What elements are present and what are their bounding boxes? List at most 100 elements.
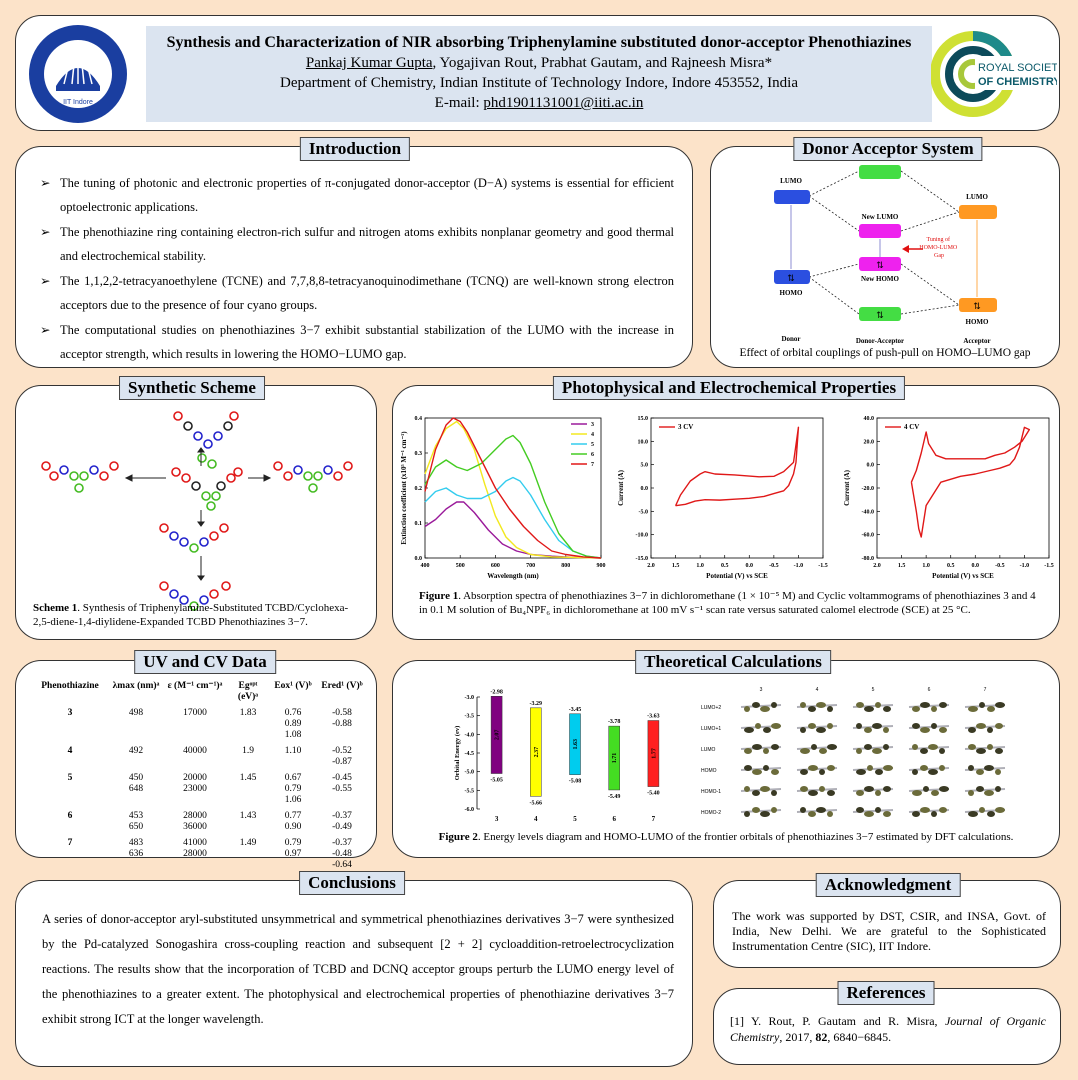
orbital-row-label: HOMO: [701, 768, 717, 774]
orbital-lobe: [771, 807, 777, 813]
x-tick-label: 2.0: [647, 563, 655, 569]
cv-chart-3: 2.0 1.5 1.0 0.5 0.0 -0.5 -1.0 -1.5 -15.0 -10.0 -5.…: [617, 416, 828, 580]
orbital-lobe: [752, 702, 760, 708]
orbital-lobe: [744, 706, 750, 712]
photophysical-caption: Figure 1. Absorption spectra of phenothi…: [419, 590, 1036, 616]
homo-label-6: -5.49: [608, 794, 621, 800]
col-ered: Ered¹ (V)ᵇ: [321, 681, 363, 691]
orbital-lobe: [800, 807, 806, 813]
lumo-label-4: -3.29: [530, 701, 543, 707]
legend-label-6: 6: [591, 452, 594, 458]
series-line-7: [424, 417, 602, 559]
category-label-3: 3: [495, 815, 499, 823]
gap-bar-6: [608, 725, 620, 791]
energy-level-chart: -3.0 -3.5 -4.0 -4.5 -5.0 -5.5 -6.0 Orbital Ener…: [454, 689, 660, 823]
references-title: References: [837, 981, 935, 1005]
orbital-lobe: [976, 786, 984, 792]
y-tick-label: 0.0: [867, 463, 875, 469]
orbital-lobe: [819, 769, 825, 775]
legend-label: 4 CV: [904, 423, 919, 431]
x-tick-label: -1.5: [818, 563, 828, 569]
lumo-label-6: -3.78: [608, 719, 621, 725]
introduction-panel: ➢ The tuning of photonic and electronic p…: [15, 146, 693, 368]
intro-bullet: ➢ The computational studies on phenothiaz…: [40, 323, 674, 361]
uvcv-cell-eg: 1.83: [239, 708, 257, 718]
y-tick-label: 0.3: [415, 451, 423, 457]
y-tick-label: 0.0: [641, 486, 649, 492]
orbital-lobe: [744, 811, 750, 817]
molecule-right: [273, 461, 353, 493]
label-new-homo: New HOMO: [861, 275, 899, 283]
y-tick-label: -5.5: [465, 788, 475, 794]
molecule-top: [173, 411, 239, 469]
intro-bullet: ➢ The phenothiazine ring containing elect…: [40, 225, 674, 263]
orbital-lobe: [939, 748, 945, 754]
orbital-row-label: LUMO+2: [701, 705, 721, 711]
x-tick-label: -1.0: [794, 563, 804, 569]
orbital-lobe: [816, 727, 826, 733]
gap-label-4: 2.37: [534, 747, 540, 758]
conclusions-text: A series of donor-acceptor aryl-substitu…: [42, 912, 674, 1026]
orbital-lobe: [928, 744, 938, 750]
uvcv-cell-lambda: 450 648: [128, 773, 144, 794]
x-tick-label: 2.0: [873, 563, 881, 569]
uvcv-title: UV and CV Data: [134, 650, 276, 674]
orbital-lobe: [819, 786, 825, 792]
orbital-lobe: [979, 807, 985, 813]
uvcv-cell-eg: 1.9: [242, 746, 254, 756]
svg-text:⇅: ⇅: [973, 301, 981, 311]
orbital-lobe: [811, 744, 817, 750]
orbital-row-label: LUMO+1: [701, 726, 721, 732]
orbital-lobe: [816, 702, 826, 708]
molecule-center: [171, 467, 243, 511]
y-tick-label: 10.0: [638, 439, 649, 445]
x-tick-label: 1.0: [922, 563, 930, 569]
orbital-lobe: [939, 727, 947, 733]
y-tick-label: 5.0: [641, 463, 649, 469]
orbital-lobe: [976, 723, 986, 729]
y-tick-label: -5.0: [639, 509, 649, 515]
orbital-lobe: [771, 702, 777, 708]
rsc-logo: ROYAL SOCIETY OF CHEMISTRY: [931, 31, 1057, 117]
affiliation: Department of Chemistry, Indian Institut…: [280, 75, 798, 91]
uvcv-cell-eox: 0.79 0.97: [284, 838, 302, 859]
email-label: E-mail:: [434, 95, 484, 111]
email-line: E-mail: phd1901131001@iiti.ac.in: [146, 93, 932, 113]
orbital-lobe: [800, 727, 806, 733]
uvcv-cell-eox: 1.10: [284, 746, 302, 756]
orbital-lobe: [808, 790, 818, 796]
y-tick-label: -5.0: [465, 770, 475, 776]
orbital-lobe: [968, 765, 974, 771]
orbital-lobe: [827, 744, 837, 750]
x-tick-label: 0.5: [947, 563, 955, 569]
photophysical-title: Photophysical and Electrochemical Proper…: [552, 376, 906, 400]
orbital-col-label: 5: [872, 687, 875, 693]
gap-label-3: 2.07: [495, 730, 501, 741]
synthetic-title: Synthetic Scheme: [119, 376, 265, 400]
x-axis-label: Wavelength (nm): [487, 572, 539, 580]
lumo-label-5: -3.45: [569, 707, 582, 713]
da-green-bottom: [859, 307, 901, 321]
orbital-lobe: [755, 723, 761, 729]
orbital-lobe: [864, 706, 874, 712]
orbital-lobe: [976, 769, 984, 775]
orbital-lobe: [856, 790, 864, 796]
uvcv-cell-id: 3: [67, 708, 73, 718]
y-tick-label: 40.0: [864, 416, 875, 422]
orbital-lobe: [856, 702, 864, 708]
email-link[interactable]: phd1901131001@iiti.ac.in: [483, 95, 644, 111]
gap-bar-4: [530, 707, 542, 797]
da-new-lumo-box: [859, 224, 901, 238]
x-tick-label: 1.5: [898, 563, 906, 569]
orbital-lobe: [744, 765, 752, 771]
orbital-lobe: [752, 807, 760, 813]
orbital-lobe: [827, 765, 835, 771]
orbital-lobe: [875, 807, 881, 813]
orbital-lobe: [968, 706, 978, 712]
y-axis-label: Extinction coefficient (x10⁵ M⁻¹ cm⁻¹): [400, 431, 408, 545]
orbital-lobe: [856, 723, 862, 729]
uvcv-cell-eps: 40000: [183, 746, 207, 756]
orbital-lobe: [744, 786, 750, 792]
uvcv-cell-eox: 0.76 0.89 1.08: [284, 708, 302, 740]
label-donor-acceptor: Donor-Acceptor: [856, 337, 904, 345]
